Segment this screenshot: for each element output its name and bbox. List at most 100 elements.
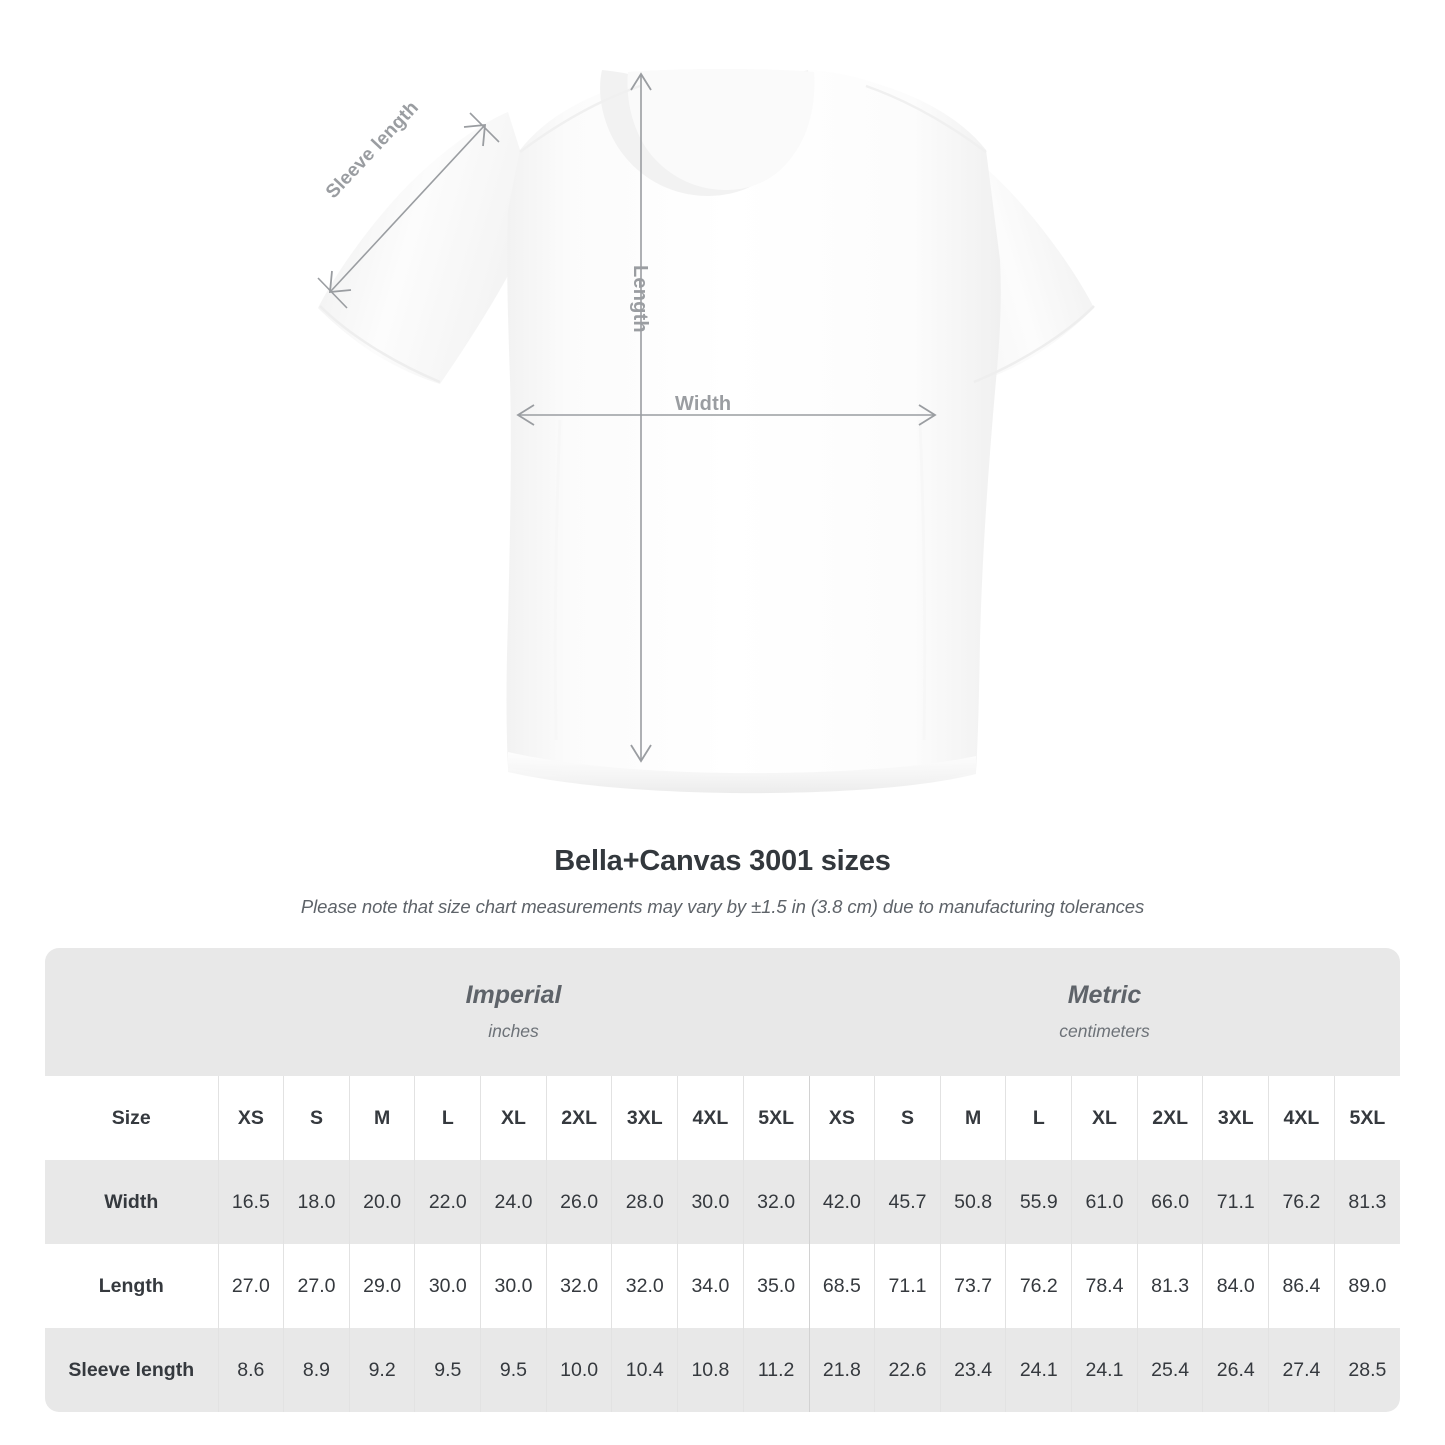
cell-value: 24.1 [1071,1328,1138,1412]
cell-value: 32.0 [545,1244,612,1328]
cell-value: 45.7 [874,1160,941,1244]
cell-value: 16.5 [217,1160,284,1244]
cell-value: 21.8 [808,1328,875,1412]
size-col-header: XS [808,1076,875,1160]
tshirt-illustration [317,69,1095,794]
cell-value: 10.8 [677,1328,744,1412]
cell-value: 8.9 [283,1328,350,1412]
unit-group-imperial-sub: inches [488,1021,539,1042]
size-header-row: Size XS S M L XL 2XL 3XL 4XL 5XL XS S M … [45,1076,1400,1160]
measurement-arrows [317,72,937,763]
row-label-width: Width [104,1190,159,1213]
cell-value: 8.6 [217,1328,284,1412]
size-col-header: L [1005,1076,1072,1160]
cell-value: 42.0 [808,1160,875,1244]
size-col-header: 2XL [1136,1076,1203,1160]
cell-value: 20.0 [348,1160,415,1244]
size-col-header: XL [480,1076,547,1160]
size-col-header: 5XL [742,1076,810,1160]
size-col-header: 4XL [1268,1076,1335,1160]
cell-value: 9.2 [348,1328,415,1412]
cell-value: 22.6 [874,1328,941,1412]
size-col-header: 5XL [1333,1076,1400,1160]
cell-value: 71.1 [874,1244,941,1328]
cell-value: 24.1 [1005,1328,1072,1412]
cell-value: 25.4 [1136,1328,1203,1412]
cell-value: 30.0 [480,1244,547,1328]
cell-value: 73.7 [939,1244,1006,1328]
cell-value: 23.4 [939,1328,1006,1412]
width-dimension-label: Width [675,393,732,415]
cell-value: 24.0 [480,1160,547,1244]
cell-value: 10.4 [611,1328,678,1412]
length-arrow [630,72,652,763]
unit-group-imperial: Imperial inches [218,948,810,1076]
cell-value: 10.0 [545,1328,612,1412]
row-label-length: Length [98,1274,164,1297]
tolerance-note: Please note that size chart measurements… [300,896,1145,917]
cell-value: 34.0 [677,1244,744,1328]
size-chart-table: Imperial inches Metric centimeters Size … [45,948,1400,1412]
unit-group-metric-name: Metric [1067,980,1142,1009]
length-dimension-label: Length [629,265,651,333]
width-arrow [516,404,937,426]
unit-header-spacer [45,948,218,1076]
cell-value: 61.0 [1071,1160,1138,1244]
page-title: Bella+Canvas 3001 sizes [554,845,891,877]
size-col-header: 3XL [611,1076,678,1160]
table-row: Sleeve length 8.6 8.9 9.2 9.5 9.5 10.0 1… [45,1328,1400,1412]
size-col-header: XS [217,1076,284,1160]
size-chart-table-container: Imperial inches Metric centimeters Size … [45,948,1400,1412]
cell-value: 11.2 [742,1328,810,1412]
size-chart-heading: Bella+Canvas 3001 sizes Please note that… [0,845,1445,918]
cell-value: 78.4 [1071,1244,1138,1328]
size-col-header: S [283,1076,350,1160]
size-col-header: XL [1071,1076,1138,1160]
cell-value: 26.4 [1202,1328,1269,1412]
cell-value: 28.5 [1333,1328,1400,1412]
size-col-header: M [939,1076,1006,1160]
cell-value: 18.0 [283,1160,350,1244]
cell-value: 66.0 [1136,1160,1203,1244]
cell-value: 50.8 [939,1160,1006,1244]
size-col-header: L [414,1076,481,1160]
cell-value: 76.2 [1268,1160,1335,1244]
cell-value: 27.0 [283,1244,350,1328]
size-col-header: 4XL [677,1076,744,1160]
cell-value: 28.0 [611,1160,678,1244]
table-row: Length 27.0 27.0 29.0 30.0 30.0 32.0 32.… [45,1244,1400,1328]
cell-value: 30.0 [414,1244,481,1328]
size-header-label: Size [111,1106,151,1129]
cell-value: 26.0 [545,1160,612,1244]
table-row: Width 16.5 18.0 20.0 22.0 24.0 26.0 28.0… [45,1160,1400,1244]
cell-value: 55.9 [1005,1160,1072,1244]
unit-group-metric: Metric centimeters [809,948,1400,1076]
cell-value: 86.4 [1268,1244,1335,1328]
unit-group-header-row: Imperial inches Metric centimeters [45,948,1400,1076]
cell-value: 81.3 [1136,1244,1203,1328]
cell-value: 30.0 [677,1160,744,1244]
shirt-silhouette [318,69,1095,794]
cell-value: 81.3 [1333,1160,1400,1244]
cell-value: 29.0 [348,1244,415,1328]
cell-value: 68.5 [808,1244,875,1328]
cell-value: 84.0 [1202,1244,1269,1328]
cell-value: 9.5 [480,1328,547,1412]
unit-group-imperial-name: Imperial [465,980,562,1009]
size-col-header: 2XL [545,1076,612,1160]
sleeve-length-arrow [317,112,500,309]
cell-value: 32.0 [742,1160,810,1244]
cell-value: 76.2 [1005,1244,1072,1328]
cell-value: 27.4 [1268,1328,1335,1412]
unit-group-metric-sub: centimeters [1059,1021,1150,1042]
size-col-header: M [348,1076,415,1160]
cell-value: 22.0 [414,1160,481,1244]
cell-value: 89.0 [1333,1244,1400,1328]
cell-value: 32.0 [611,1244,678,1328]
size-col-header: 3XL [1202,1076,1269,1160]
cell-value: 27.0 [217,1244,284,1328]
row-label-sleeve-length: Sleeve length [68,1358,195,1381]
cell-value: 71.1 [1202,1160,1269,1244]
cell-value: 9.5 [414,1328,481,1412]
cell-value: 35.0 [742,1244,810,1328]
